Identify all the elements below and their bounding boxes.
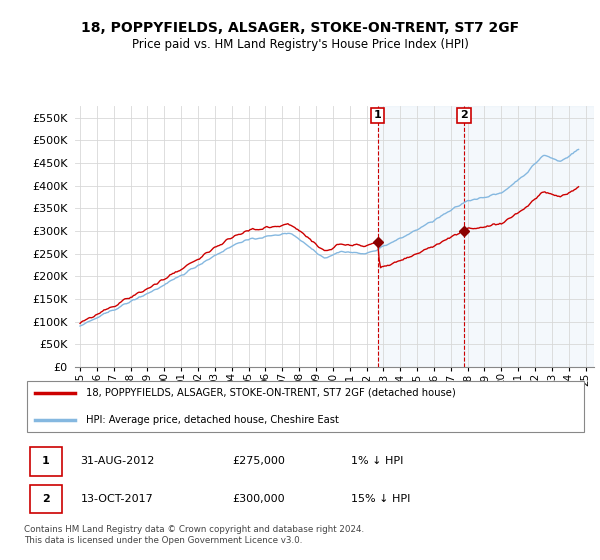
Bar <box>378 106 464 367</box>
Text: 13-OCT-2017: 13-OCT-2017 <box>80 494 153 504</box>
Text: 15% ↓ HPI: 15% ↓ HPI <box>351 494 410 504</box>
Text: 18, POPPYFIELDS, ALSAGER, STOKE-ON-TRENT, ST7 2GF: 18, POPPYFIELDS, ALSAGER, STOKE-ON-TRENT… <box>81 21 519 35</box>
Text: 1: 1 <box>374 110 382 120</box>
Text: Price paid vs. HM Land Registry's House Price Index (HPI): Price paid vs. HM Land Registry's House … <box>131 38 469 50</box>
Text: 1% ↓ HPI: 1% ↓ HPI <box>351 456 403 466</box>
Text: 18, POPPYFIELDS, ALSAGER, STOKE-ON-TRENT, ST7 2GF (detached house): 18, POPPYFIELDS, ALSAGER, STOKE-ON-TRENT… <box>86 388 456 398</box>
Text: HPI: Average price, detached house, Cheshire East: HPI: Average price, detached house, Ches… <box>86 416 339 425</box>
Text: £300,000: £300,000 <box>233 494 286 504</box>
Text: 2: 2 <box>460 110 468 120</box>
FancyBboxPatch shape <box>27 381 584 432</box>
Text: 2: 2 <box>42 494 50 504</box>
Text: Contains HM Land Registry data © Crown copyright and database right 2024.
This d: Contains HM Land Registry data © Crown c… <box>24 525 364 545</box>
Text: 31-AUG-2012: 31-AUG-2012 <box>80 456 155 466</box>
Text: 1: 1 <box>42 456 50 466</box>
FancyBboxPatch shape <box>29 447 62 475</box>
Text: £275,000: £275,000 <box>233 456 286 466</box>
FancyBboxPatch shape <box>29 485 62 514</box>
Bar <box>464 106 594 367</box>
